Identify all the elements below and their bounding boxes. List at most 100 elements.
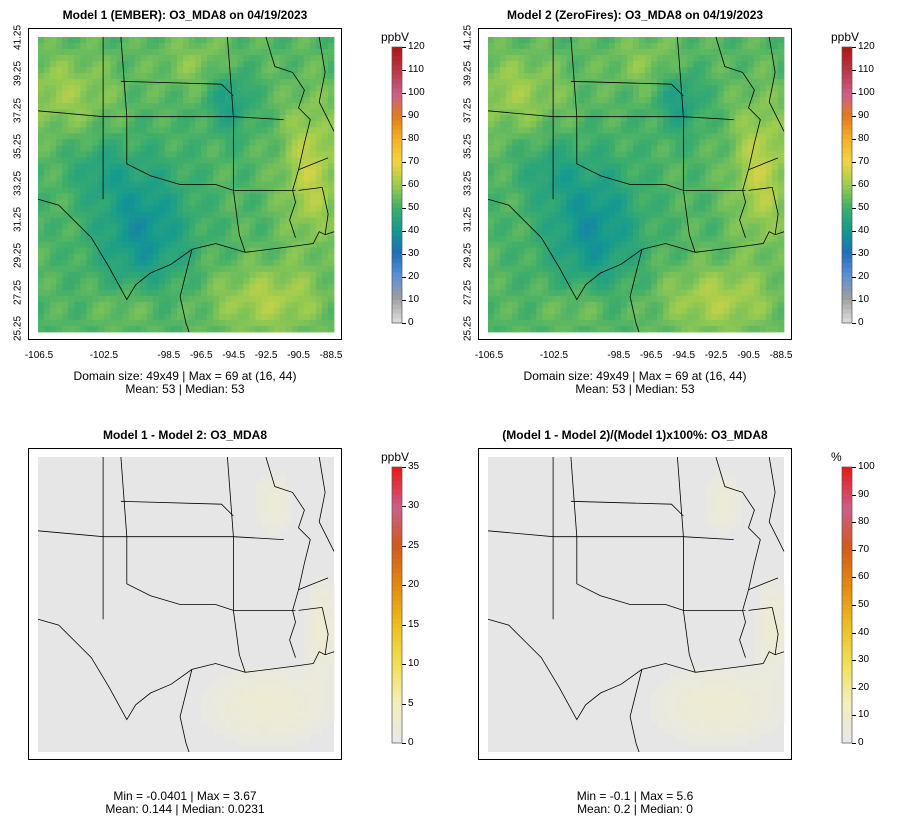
grid-cell: [554, 199, 561, 206]
grid-cell: [122, 247, 130, 255]
grid-cell: [140, 157, 148, 164]
grid-cell: [663, 97, 670, 104]
grid-cell: [195, 115, 202, 122]
grid-cell: [315, 625, 323, 632]
grid-cell: [687, 43, 694, 50]
grid-cell: [596, 181, 604, 188]
grid-cell: [261, 511, 268, 518]
grid-cell: [140, 217, 148, 225]
grid-cell: [152, 247, 160, 255]
grid-cell: [620, 265, 628, 273]
grid-cell: [273, 121, 281, 128]
grid-cell: [279, 271, 287, 279]
grid-cell: [590, 217, 598, 225]
grid-cell: [530, 85, 537, 92]
grid-cell: [231, 175, 238, 182]
grid-cell: [291, 247, 299, 255]
grid-cell: [146, 163, 154, 170]
grid-cell: [207, 229, 214, 237]
grid-cell: [303, 103, 311, 110]
grid-cell: [38, 319, 45, 327]
grid-cell: [273, 37, 281, 44]
grid-cell: [620, 151, 628, 158]
grid-cell: [669, 235, 676, 243]
grid-cell: [201, 121, 208, 128]
grid-cell: [572, 109, 580, 116]
grid-cell: [98, 235, 105, 243]
grid-cell: [747, 151, 755, 158]
grid-cell: [741, 61, 749, 68]
grid-cell: [225, 121, 232, 128]
grid-cell: [237, 313, 244, 321]
grid-cell: [140, 253, 148, 261]
grid-cell: [711, 277, 718, 285]
grid-cell: [80, 301, 87, 309]
grid-cell: [735, 121, 743, 128]
grid-cell: [602, 115, 610, 122]
grid-cell: [608, 61, 616, 68]
grid-cell: [116, 55, 123, 62]
grid-cell: [182, 175, 190, 182]
grid-cell: [146, 61, 154, 68]
grid-cell: [110, 49, 117, 56]
grid-cell: [536, 301, 543, 309]
grid-cell: [729, 133, 737, 140]
grid-cell: [771, 145, 779, 152]
grid-cell: [170, 283, 178, 291]
grid-cell: [753, 115, 761, 122]
grid-cell: [596, 115, 604, 122]
grid-cell: [620, 121, 628, 128]
grid-cell: [584, 295, 592, 303]
grid-cell: [303, 73, 311, 80]
grid-cell: [176, 187, 184, 194]
grid-cell: [500, 277, 507, 285]
grid-cell: [548, 319, 555, 327]
grid-cell: [62, 289, 69, 297]
grid-cell: [297, 181, 305, 188]
grid-cell: [291, 211, 299, 219]
grid-cell: [122, 313, 130, 321]
grid-cell: [243, 277, 250, 285]
grid-cell: [86, 109, 93, 116]
grid-cell: [170, 163, 178, 170]
grid-cell: [182, 253, 190, 261]
grid-cell: [243, 181, 250, 188]
grid-cell: [753, 301, 761, 309]
grid-cell: [309, 313, 317, 321]
grid-cell: [687, 223, 694, 231]
grid-cell: [128, 145, 136, 152]
grid-cell: [68, 199, 75, 206]
grid-cell: [536, 289, 543, 297]
grid-cell: [158, 271, 166, 279]
grid-cell: [632, 97, 640, 104]
grid-cell: [723, 313, 731, 321]
grid-cell: [50, 217, 57, 225]
grid-cell: [122, 133, 130, 140]
grid-cell: [327, 655, 335, 663]
grid-cell: [590, 97, 598, 104]
grid-cell: [44, 55, 51, 62]
grid-cell: [765, 229, 773, 237]
grid-cell: [273, 259, 281, 267]
grid-cell: [128, 133, 136, 140]
grid-cell: [663, 277, 670, 285]
grid-cell: [267, 487, 274, 494]
grid-cell: [321, 91, 329, 98]
grid-cell: [566, 313, 573, 321]
grid-cell: [195, 283, 202, 291]
grid-cell: [602, 49, 610, 56]
grid-cell: [327, 109, 335, 116]
grid-cell: [279, 115, 287, 122]
grid-cell: [518, 217, 525, 225]
grid-cell: [225, 205, 232, 212]
grid-cell: [303, 619, 311, 626]
grid-cell: [62, 103, 69, 110]
grid-cell: [303, 79, 311, 86]
grid-cell: [657, 289, 664, 297]
grid-cell: [134, 67, 142, 74]
grid-cell: [158, 67, 166, 74]
grid-cell: [717, 289, 724, 297]
grid-cell: [614, 109, 622, 116]
grid-cell: [243, 169, 250, 176]
grid-cell: [524, 139, 531, 146]
